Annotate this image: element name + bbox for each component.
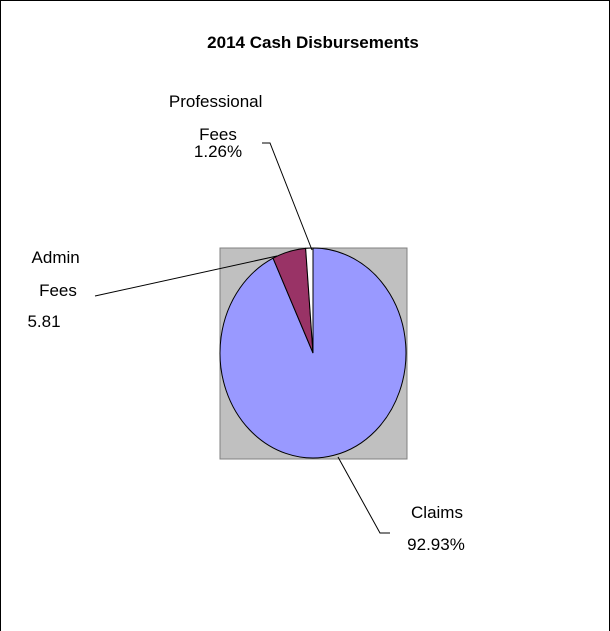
leader-line <box>94 255 278 297</box>
category-label: Claims <box>411 503 463 522</box>
leader-line <box>337 456 390 534</box>
category-label: Professional Fees <box>169 92 267 144</box>
leader-line <box>262 142 313 251</box>
value-label: 1.26% <box>194 142 242 161</box>
category-label: Admin Fees <box>32 248 85 300</box>
value-label: 92.93% <box>407 535 465 554</box>
value-label: 5.81 <box>27 312 60 331</box>
chart-title: 2014 Cash Disbursements <box>207 33 419 52</box>
pie-slice <box>305 247 314 354</box>
